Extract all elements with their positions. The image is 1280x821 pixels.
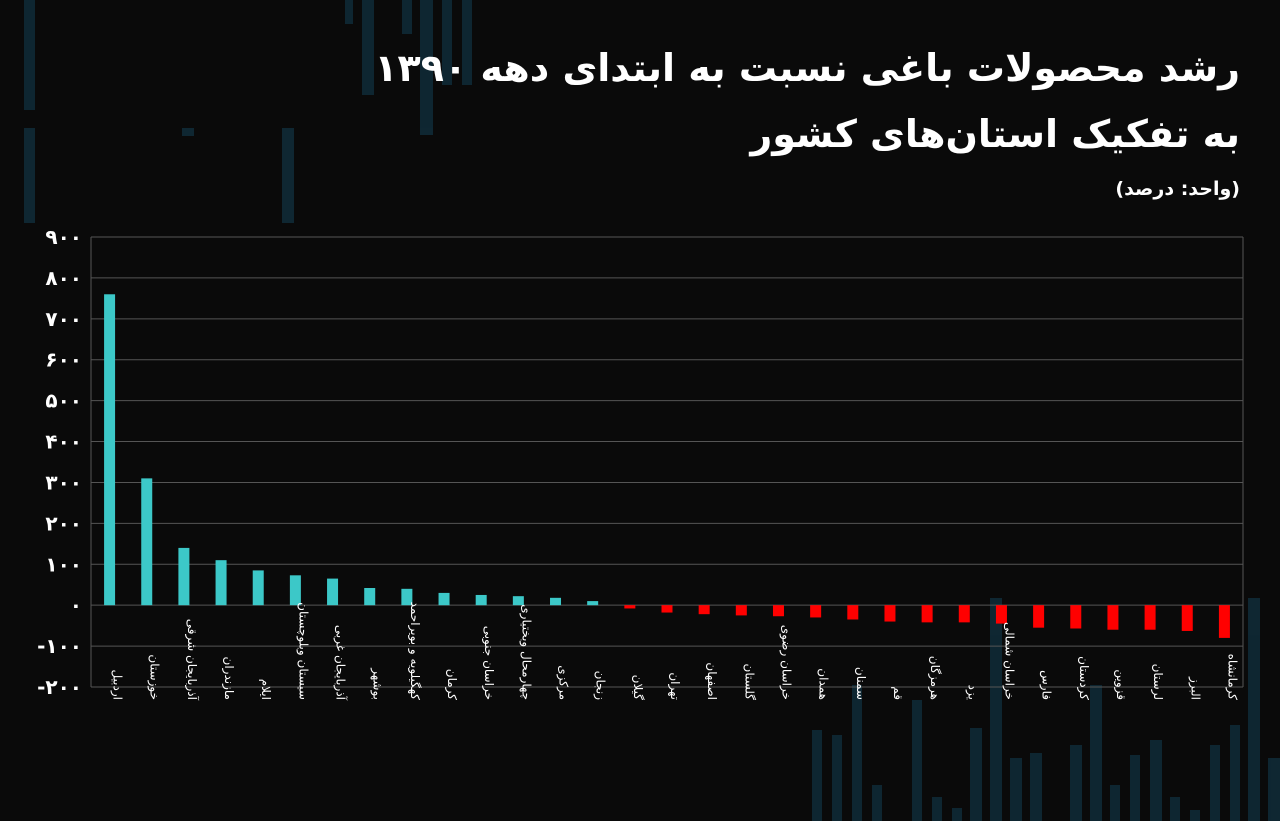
chart-title-line-2: به تفکیک استان‌های کشور	[750, 112, 1240, 156]
y-tick-label: ۳۰۰	[45, 470, 82, 494]
bar	[364, 588, 376, 606]
x-tick-label: زنجان	[593, 671, 608, 701]
x-tick-label: خوزستان	[147, 654, 162, 700]
bar	[289, 575, 301, 606]
unit-label: (واحد: درصد)	[1115, 178, 1240, 200]
y-tick-label: ۱۰۰	[45, 552, 82, 576]
y-tick-label: ۶۰۰	[45, 348, 82, 372]
bar	[1218, 605, 1230, 638]
bar	[772, 605, 784, 617]
bar	[327, 578, 339, 606]
grid-lines	[90, 236, 1244, 688]
x-axis-ticks: اردبیل خوزستان آذربایجان شرقی مازندران ایلام…	[110, 602, 1240, 701]
x-tick-label: کهگیلویه و بویراحمد	[407, 602, 422, 701]
bar	[958, 605, 970, 623]
x-tick-label: یزد	[964, 685, 979, 700]
x-tick-label: آذربایجان شرقی	[184, 619, 200, 701]
bar	[178, 547, 190, 606]
bar	[921, 605, 933, 623]
bar	[698, 605, 710, 615]
x-tick-label: آذربایجان غربی	[333, 625, 349, 701]
x-tick-label: چهارمحال وبختیاری	[518, 604, 533, 700]
bar	[104, 294, 116, 606]
x-tick-label: تهران	[667, 672, 682, 700]
y-tick-label: ۹۰۰	[45, 225, 82, 249]
bar	[438, 592, 450, 606]
y-axis-ticks: ۹۰۰ ۸۰۰ ۷۰۰ ۶۰۰ ۵۰۰ ۴۰۰ ۳۰۰ ۲۰۰ ۱۰۰ ۰ -۱۰۰ -۲۰۰	[37, 225, 82, 699]
bar	[252, 570, 264, 606]
x-tick-label: اردبیل	[110, 669, 125, 700]
x-tick-label: فارس	[1039, 670, 1054, 700]
bar	[810, 605, 822, 618]
bar	[1144, 605, 1156, 630]
y-tick-label: ۵۰۰	[45, 389, 82, 413]
x-tick-label: اصفهان	[705, 662, 719, 700]
x-tick-label: کرمانشاه	[1224, 654, 1239, 701]
x-tick-label: سیستان وبلوچستان	[295, 602, 310, 700]
bar	[735, 605, 747, 616]
x-tick-label: خراسان رضوی	[778, 625, 793, 700]
x-tick-label: قم	[891, 686, 905, 700]
bar	[587, 601, 599, 606]
y-tick-label: ۷۰۰	[45, 307, 82, 331]
chart-title-line-1: رشد محصولات باغی نسبت به ابتدای دهه ۱۳۹۰	[374, 46, 1240, 90]
bar	[512, 596, 524, 606]
bar	[1033, 605, 1045, 628]
bar	[624, 605, 636, 609]
x-tick-label: خراسان شمالی	[1001, 622, 1016, 700]
x-tick-label: بوشهر	[370, 667, 385, 700]
x-tick-label: خراسان جنوبی	[481, 626, 496, 700]
bar	[1070, 605, 1082, 629]
bar	[1107, 605, 1119, 630]
bar	[884, 605, 896, 622]
bar	[475, 594, 487, 606]
x-tick-label: گیلان	[631, 675, 645, 701]
x-tick-label: البرز	[1187, 676, 1202, 700]
x-tick-label: مازندران	[221, 657, 236, 700]
x-tick-label: کردستان	[1076, 656, 1091, 700]
bar	[1181, 605, 1193, 631]
bar	[141, 478, 153, 606]
bar	[995, 605, 1007, 624]
x-tick-label: هرمزگان	[927, 656, 942, 700]
bar	[401, 588, 413, 606]
x-tick-label: مرکزی	[556, 665, 571, 700]
y-tick-label: ۸۰۰	[45, 266, 82, 290]
y-tick-label: -۲۰۰	[37, 675, 82, 699]
bar	[550, 597, 562, 606]
x-tick-label: ایلام	[259, 679, 273, 700]
y-tick-label: ۲۰۰	[45, 511, 82, 535]
x-tick-label: سمنان	[854, 667, 868, 700]
y-tick-label: ۴۰۰	[45, 430, 82, 454]
bar	[215, 560, 227, 606]
x-tick-label: لرستان	[1150, 664, 1165, 700]
bar	[847, 605, 859, 620]
x-tick-label: قزوین	[1113, 669, 1128, 700]
bar	[661, 605, 673, 613]
x-tick-label: گلستان	[742, 664, 756, 701]
x-tick-label: همدان	[817, 668, 831, 700]
bars	[104, 294, 1230, 638]
y-tick-label: -۱۰۰	[37, 634, 82, 658]
x-tick-label: کرمان	[444, 669, 459, 701]
y-tick-label: ۰	[70, 593, 82, 617]
